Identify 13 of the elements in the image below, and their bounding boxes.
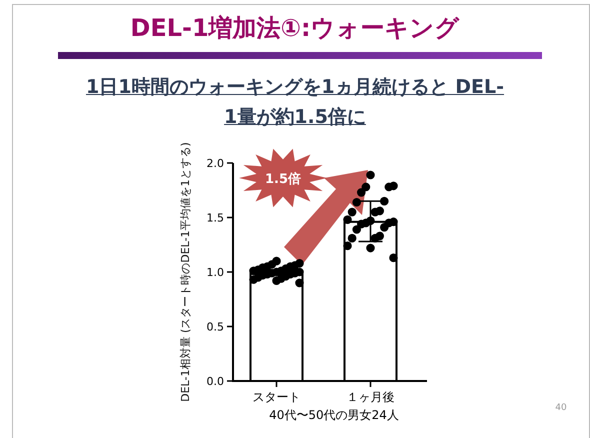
y-tick-label: 0.5 bbox=[206, 320, 224, 334]
text: 40 bbox=[555, 403, 567, 413]
x-axis-title: 40代〜50代の男女24人 bbox=[269, 408, 399, 422]
y-tick-label: 0.0 bbox=[206, 375, 224, 388]
chart-subtitle: 1日1時間のウォーキングを1ヵ月続けると DEL-1量が約1.5倍に bbox=[84, 75, 506, 130]
x-tick-label: １ヶ月後 bbox=[346, 390, 394, 404]
y-tick-label: 1.0 bbox=[206, 266, 224, 279]
x-tick-label: スタート bbox=[252, 390, 300, 404]
annotation: 1.5倍 bbox=[264, 171, 302, 187]
y-axis-title: DEL-1相対量 (スタート時のDEL-1平均値を1とする) bbox=[178, 142, 193, 402]
y-tick-label: 1.5 bbox=[206, 212, 224, 224]
y-tick-label: 2.0 bbox=[206, 157, 224, 170]
chart-title: DEL-1増加法①:ウォーキング bbox=[129, 13, 461, 44]
